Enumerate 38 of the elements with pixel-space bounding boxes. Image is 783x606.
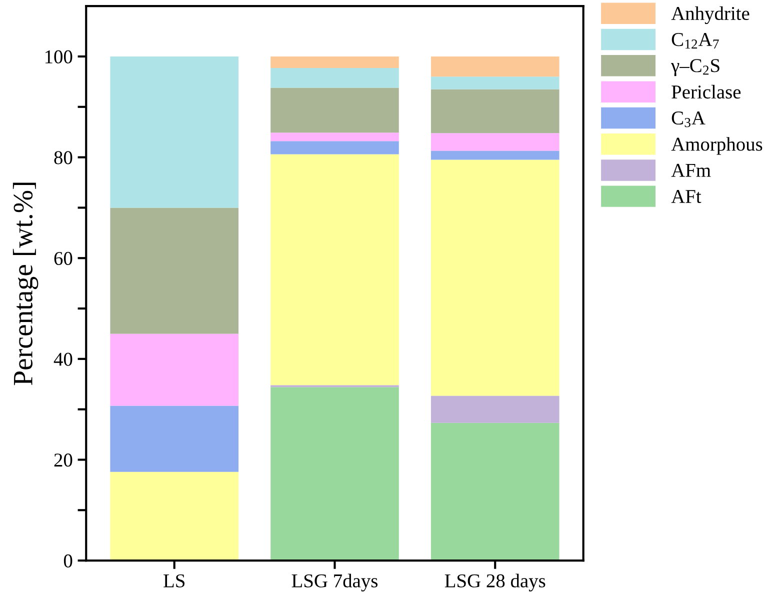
bar (270, 68, 399, 88)
bar (270, 132, 399, 142)
bar (430, 396, 560, 423)
legend-label: C$_{12}$A$_{7}$ (672, 33, 719, 49)
bar (430, 76, 560, 90)
y-tick-label: 20 (54, 454, 72, 467)
y-tick-label: 80 (54, 151, 72, 164)
bar (430, 133, 560, 151)
bar (430, 422, 560, 561)
x-tick-label: LS (164, 574, 184, 588)
x-tick-label: LSG 7days (292, 574, 378, 592)
bar (270, 387, 399, 561)
x-tick-label: LSG 28 days (444, 574, 546, 592)
y-tick-label: 60 (54, 252, 72, 266)
bar (110, 208, 238, 334)
bar (110, 472, 238, 561)
bar (270, 141, 399, 154)
bar (270, 88, 399, 133)
y-tick-label: 100 (45, 50, 72, 64)
legend-label: AFt (671, 190, 702, 204)
y-axis-title: Percentage [wt.%] (12, 182, 38, 386)
bar (430, 160, 560, 396)
bar (110, 334, 238, 406)
bar (270, 154, 399, 386)
legend-label: γ–C$_{2}$S (671, 59, 720, 76)
legend-label: Amorphous (671, 137, 762, 155)
bar (430, 56, 560, 77)
bar (110, 56, 238, 208)
bar (430, 89, 560, 134)
legend-label: Periclase (672, 84, 741, 99)
y-tick-label: 0 (64, 554, 72, 568)
legend-label: AFm (671, 164, 711, 177)
legend-label: Anhydrite (671, 6, 750, 24)
y-tick-label: 40 (54, 352, 72, 366)
legend-label: C$_{3}$A (672, 111, 706, 128)
bar (270, 56, 399, 68)
bar (110, 406, 238, 472)
bar (430, 150, 560, 160)
